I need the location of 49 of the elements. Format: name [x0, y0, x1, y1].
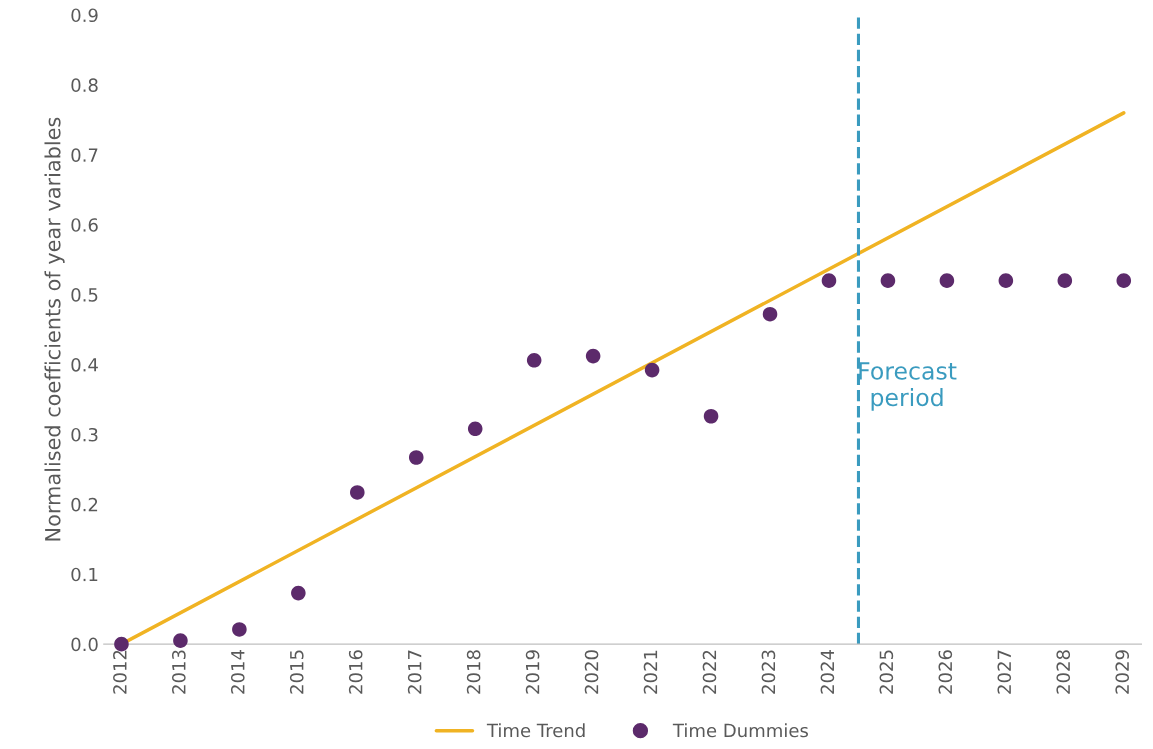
- legend-label: Time Trend: [486, 723, 585, 738]
- x-tick-label: 2027: [997, 650, 1012, 694]
- y-axis-title: Normalised coefficients of year variables: [44, 117, 65, 541]
- x-tick-label: 2012: [113, 650, 127, 694]
- x-tick-label: 2015: [289, 650, 304, 694]
- x-tick-label: 2024: [820, 650, 835, 694]
- x-tick-label: 2013: [172, 650, 186, 694]
- x-tick-label: 2018: [466, 650, 481, 694]
- point: [291, 585, 306, 601]
- point: [526, 353, 542, 368]
- x-tick-label: 2016: [348, 650, 363, 694]
- y-tick-label: 0.0: [71, 637, 98, 652]
- x-tick-label: 2021: [643, 650, 658, 694]
- point: [880, 273, 896, 288]
- x-tick-label: 2025: [879, 650, 894, 694]
- annotation: Forecast period: [859, 362, 957, 411]
- x-tick-label: 2023: [761, 650, 776, 694]
- x-tick-label: 2026: [938, 650, 953, 694]
- point: [173, 633, 188, 648]
- point: [644, 362, 660, 378]
- point: [821, 273, 837, 288]
- y-tick-label: 0.1: [71, 567, 98, 582]
- point: [467, 421, 483, 437]
- point: [350, 485, 365, 500]
- point: [232, 622, 247, 637]
- y-tick-label: 0.6: [71, 218, 98, 232]
- legend-label: Time Dummies: [672, 723, 808, 738]
- y-tick-label: 0.3: [71, 427, 98, 442]
- point: [939, 273, 955, 288]
- y-tick-label: 0.4: [71, 357, 98, 372]
- y-tick-label: 0.9: [71, 8, 98, 23]
- x-tick-label: 2028: [1056, 650, 1071, 694]
- x-tick-label: 2029: [1115, 650, 1130, 694]
- x-tick-label: 2017: [407, 650, 422, 694]
- x-tick-label: 2020: [584, 650, 599, 694]
- x-tick-label: 2022: [702, 650, 717, 694]
- point: [703, 408, 719, 424]
- point: [408, 450, 424, 465]
- point: [585, 348, 601, 364]
- point: [762, 306, 778, 322]
- y-tick-label: 0.8: [71, 78, 98, 92]
- point: [998, 273, 1014, 288]
- y-tick-label: 0.7: [71, 148, 98, 162]
- point: [1057, 273, 1073, 288]
- point: [1116, 273, 1132, 288]
- x-tick-label: 2014: [230, 650, 245, 694]
- y-tick-label: 0.2: [71, 497, 98, 512]
- x-tick-label: 2019: [525, 650, 540, 694]
- y-tick-label: 0.5: [71, 288, 98, 302]
